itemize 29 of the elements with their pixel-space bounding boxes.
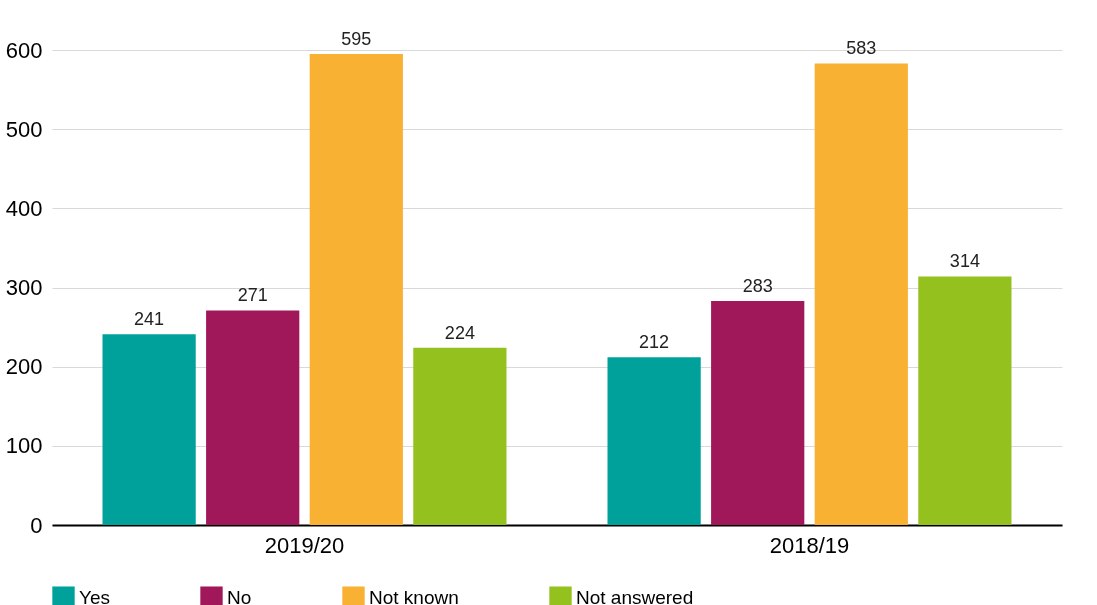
data-label: 283: [742, 275, 773, 296]
y-tick-label: 200: [5, 354, 43, 380]
data-label: 224: [444, 322, 475, 343]
data-label: 241: [134, 309, 165, 330]
data-label: 212: [639, 332, 670, 353]
legend-label: No: [227, 586, 252, 605]
y-tick-label: 100: [5, 433, 43, 459]
bar: [607, 357, 701, 525]
x-tick-label: 2019/20: [264, 532, 345, 558]
bar: [206, 310, 300, 525]
bar: [413, 347, 507, 525]
y-tick-label: 500: [5, 116, 43, 142]
y-tick-label: 300: [5, 275, 43, 300]
legend-label: Not answered: [576, 586, 694, 605]
bar: [918, 276, 1012, 525]
bar: [711, 300, 805, 525]
data-label: 314: [949, 251, 980, 272]
bar: [814, 63, 908, 525]
x-tick-label: 2018/19: [769, 532, 850, 558]
legend-label: Not known: [369, 586, 459, 605]
y-tick-label: 600: [5, 37, 43, 63]
data-label: 595: [341, 28, 372, 49]
bar: [102, 334, 196, 525]
legend-label: Yes: [79, 586, 110, 605]
y-tick-label: 0: [30, 512, 43, 538]
data-label: 271: [237, 285, 268, 306]
bar: [309, 53, 403, 525]
y-tick-label: 400: [5, 195, 43, 221]
data-label: 583: [846, 38, 877, 59]
